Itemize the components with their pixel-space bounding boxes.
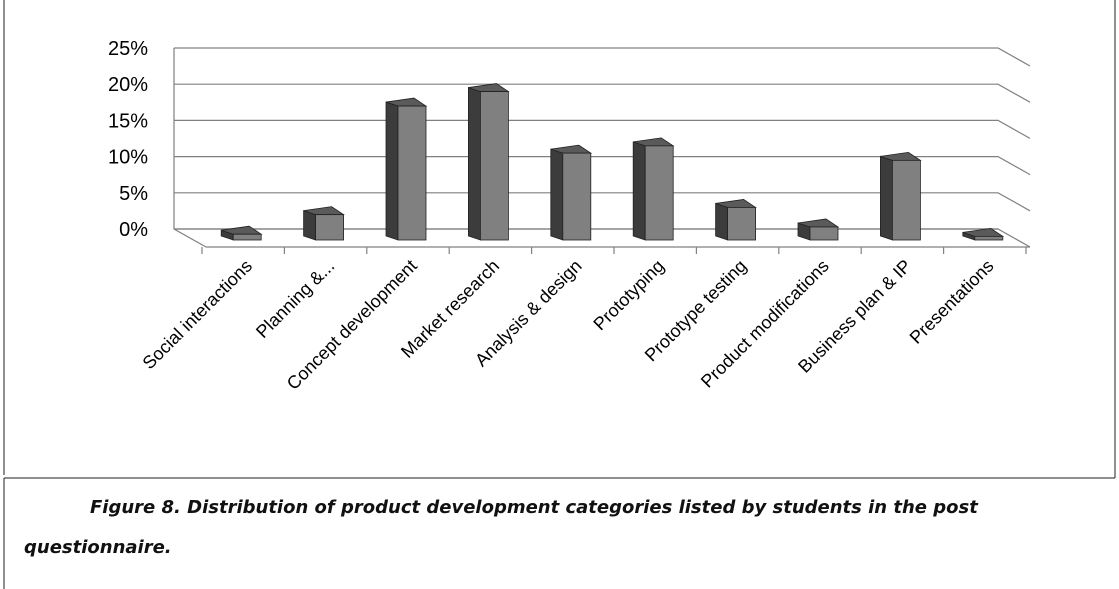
bar-side <box>715 202 728 241</box>
bar <box>220 225 263 241</box>
bar-side <box>550 148 564 241</box>
x-category-label: Prototyping <box>589 256 668 335</box>
bar-front <box>232 233 262 241</box>
bar-front <box>727 207 756 241</box>
gridline <box>174 156 1031 176</box>
bar <box>715 199 757 241</box>
bar-chart: 0% 5% 10% 15% 20% 25% Social interactionsPlann… <box>108 38 1031 394</box>
gridline <box>174 119 1031 139</box>
bar-side <box>880 155 893 241</box>
gridline <box>174 83 1031 103</box>
bar <box>303 206 345 241</box>
bar-front <box>562 152 592 241</box>
bar <box>962 227 1005 241</box>
bar-front <box>974 235 1004 241</box>
bar-front <box>644 145 674 241</box>
bar-side <box>385 101 399 241</box>
bar <box>385 97 428 241</box>
y-tick-label: 0% <box>119 219 148 241</box>
bar-front <box>809 226 839 241</box>
y-tick-label: 25% <box>108 38 148 60</box>
bar-side <box>303 210 317 241</box>
x-category-label: Social interactions <box>139 256 256 373</box>
bar-side <box>467 87 481 241</box>
bar-front <box>315 214 345 241</box>
x-category-label: Planning &... <box>252 256 338 342</box>
gridline <box>174 47 1031 67</box>
x-category-label: Presentations <box>906 256 998 348</box>
figure-caption: Figure 8. Distribution of product develo… <box>24 497 978 558</box>
y-axis-wall <box>173 48 207 248</box>
y-tick-label: 20% <box>108 74 148 96</box>
bar-front <box>892 159 921 241</box>
bar <box>467 83 510 241</box>
gridline <box>174 192 1031 212</box>
bar <box>550 144 593 241</box>
y-tick-label: 15% <box>108 110 148 132</box>
y-tick-label: 10% <box>108 147 148 169</box>
bar-side <box>632 141 646 241</box>
bar <box>797 218 840 241</box>
bar-front <box>397 105 427 241</box>
bar-front <box>479 91 509 241</box>
y-tick-label: 5% <box>119 183 148 205</box>
bar <box>632 137 675 241</box>
bar <box>880 151 922 241</box>
